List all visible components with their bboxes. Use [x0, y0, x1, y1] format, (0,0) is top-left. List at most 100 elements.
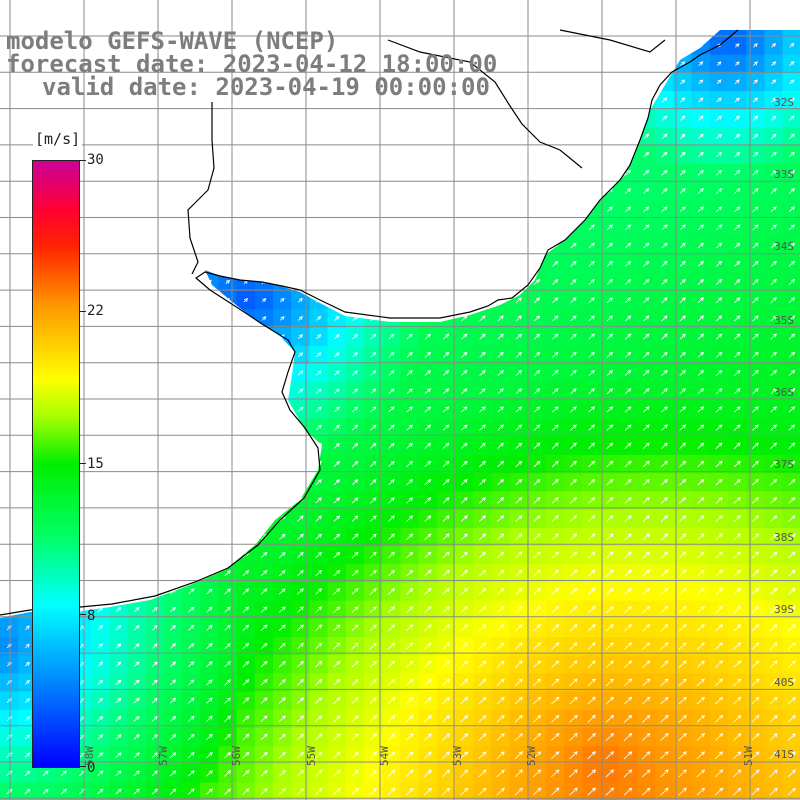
wind-arrow [588, 224, 595, 231]
wind-arrow [369, 551, 377, 559]
wind-arrow [442, 787, 451, 796]
wind-arrow [224, 661, 232, 668]
field-cell [182, 709, 201, 729]
wind-arrow [605, 751, 615, 760]
field-cell [418, 582, 438, 602]
field-cell [673, 655, 693, 674]
field-cell [764, 728, 784, 747]
field-cell [273, 291, 292, 310]
wind-arrow [169, 697, 177, 704]
field-cell [309, 327, 329, 347]
wind-arrow [188, 624, 195, 631]
field-cell [600, 637, 620, 656]
wind-arrow [788, 169, 796, 176]
wind-arrow [769, 715, 778, 723]
wind-arrow [533, 478, 541, 486]
wind-arrow [225, 279, 231, 285]
wind-arrow [224, 770, 232, 777]
wind-arrow [387, 733, 396, 741]
wind-arrow [642, 460, 650, 468]
field-cell [436, 527, 456, 547]
wind-arrow [715, 297, 723, 304]
wind-arrow [697, 206, 705, 213]
field-cell [764, 637, 784, 656]
wind-arrow [714, 696, 724, 705]
lat-label-38s: 38S [774, 531, 794, 544]
field-cell [400, 436, 420, 456]
wind-arrow [24, 752, 31, 758]
field-cell [728, 527, 747, 547]
field-cell [254, 655, 274, 674]
field-cell [436, 764, 456, 784]
wind-arrow [369, 660, 378, 668]
field-cell [163, 600, 183, 620]
field-cell [491, 309, 511, 329]
wind-arrow [406, 533, 414, 540]
field-cell [345, 764, 365, 784]
wind-arrow [260, 624, 268, 631]
wind-arrow [569, 497, 578, 504]
wind-arrow [515, 297, 523, 304]
field-cell [473, 600, 492, 620]
field-cell [673, 382, 693, 401]
field-cell [527, 564, 547, 583]
wind-arrow [533, 515, 541, 522]
wind-arrow [734, 297, 741, 304]
wind-arrow [224, 733, 232, 741]
field-cell [746, 473, 765, 492]
field-cell [418, 509, 438, 529]
field-cell [473, 618, 492, 638]
field-cell [691, 72, 711, 92]
wind-arrow [442, 424, 450, 431]
field-cell [91, 764, 110, 784]
wind-arrow [533, 460, 541, 468]
wind-arrow [169, 752, 177, 759]
field-cell [509, 345, 529, 365]
wind-arrow [570, 442, 577, 449]
field-cell [455, 400, 474, 420]
field-cell [564, 600, 583, 620]
wind-arrow [424, 624, 432, 632]
wind-arrow [751, 678, 760, 687]
field-cell [163, 673, 183, 693]
wind-arrow [697, 224, 705, 231]
field-cell [509, 600, 529, 620]
wind-arrow [333, 697, 341, 704]
wind-arrow [642, 569, 651, 577]
field-cell [655, 764, 674, 784]
wind-arrow [642, 515, 650, 522]
field-cell [509, 309, 529, 329]
wind-arrow [369, 769, 378, 777]
field-cell [709, 527, 729, 547]
wind-arrow [314, 769, 323, 777]
wind-arrow [661, 369, 668, 376]
wind-arrow [734, 79, 740, 85]
field-cell [637, 327, 656, 347]
field-cell [709, 182, 729, 201]
field-cell [345, 364, 365, 383]
wind-arrow [533, 605, 541, 614]
wind-arrow [333, 551, 341, 559]
field-cell [709, 345, 729, 365]
wind-arrow [514, 769, 524, 778]
field-cell [582, 691, 602, 711]
field-cell [145, 655, 165, 674]
wind-arrow [479, 315, 486, 322]
wind-arrow [533, 297, 541, 304]
wind-arrow [478, 696, 487, 705]
wind-arrow [515, 605, 523, 614]
field-cell [746, 618, 765, 638]
wind-arrow [442, 478, 450, 486]
wind-arrow [733, 714, 742, 723]
field-cell [455, 527, 474, 547]
wind-arrow [115, 643, 122, 649]
wind-arrow [770, 133, 777, 140]
wind-arrow [735, 43, 740, 48]
field-cell [309, 546, 329, 565]
field-cell [473, 455, 492, 474]
field-cell [564, 364, 583, 383]
field-cell [145, 618, 165, 638]
wind-arrow [716, 151, 723, 158]
wind-arrow [405, 624, 414, 632]
field-cell [0, 709, 19, 729]
